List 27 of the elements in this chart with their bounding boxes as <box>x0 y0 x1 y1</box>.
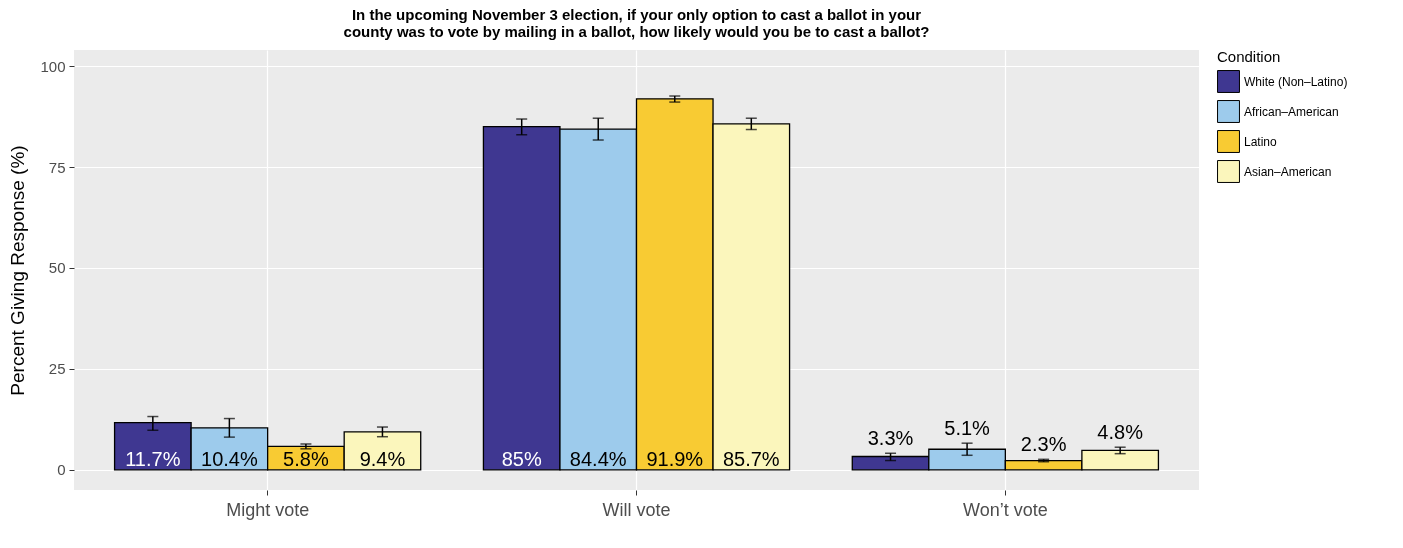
y-tick-label: 100 <box>40 57 66 75</box>
legend-label: Latino <box>1244 134 1278 149</box>
y-tick-label: 75 <box>48 158 66 176</box>
legend-label: African–American <box>1244 104 1339 119</box>
y-tick-label: 50 <box>48 259 66 277</box>
legend-label: White (Non–Latino) <box>1244 74 1348 89</box>
data-label: 85% <box>501 447 542 470</box>
x-tick-label: Might vote <box>226 499 310 520</box>
data-label: 3.3% <box>867 427 914 450</box>
x-tick-label: Won’t vote <box>962 499 1048 520</box>
legend-title: Condition <box>1217 48 1281 65</box>
x-tick-label: Will vote <box>602 499 671 520</box>
data-label: 91.9% <box>646 447 704 470</box>
data-label: 2.3% <box>1020 433 1067 456</box>
data-label: 11.7% <box>125 447 181 470</box>
data-label: 85.7% <box>722 447 780 470</box>
data-label: 4.8% <box>1097 421 1144 444</box>
data-label: 10.4% <box>201 447 258 470</box>
y-tick-label: 25 <box>48 360 66 378</box>
chart-title: In the upcoming November 3 election, if your only option to cast a ballot in your county was to vote by mailing in a ballot, how likely would you be to cast a ballot? <box>343 6 930 40</box>
data-label: 84.4% <box>569 447 627 470</box>
data-label: 5.8% <box>283 447 329 470</box>
data-label: 5.1% <box>944 417 991 440</box>
legend-label: Asian–American <box>1244 164 1332 179</box>
data-label: 9.4% <box>359 447 406 470</box>
y-axis-title: Percent Giving Response (%) <box>7 145 29 396</box>
y-tick-label: 0 <box>57 461 66 479</box>
